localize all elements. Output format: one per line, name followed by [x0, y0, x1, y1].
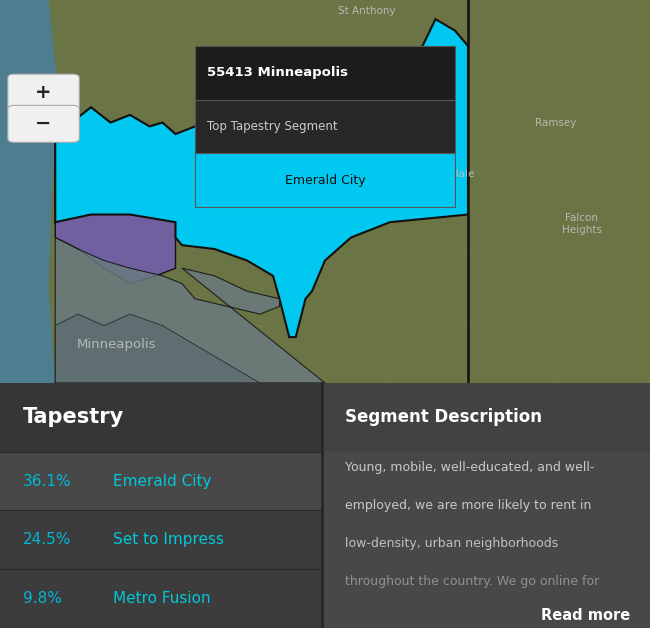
Text: Ramsey: Ramsey	[535, 117, 577, 127]
Polygon shape	[55, 107, 176, 283]
Text: Falcon: Falcon	[566, 214, 598, 224]
Text: Read more: Read more	[541, 609, 630, 623]
Text: 55413 Minneapolis: 55413 Minneapolis	[207, 67, 348, 79]
Bar	[0, 452, 322, 511]
Polygon shape	[55, 237, 325, 383]
FancyBboxPatch shape	[8, 106, 79, 143]
Text: Set to Impress: Set to Impress	[112, 533, 224, 548]
Bar	[0, 569, 322, 628]
Bar	[195, 153, 455, 207]
Polygon shape	[55, 314, 260, 383]
Polygon shape	[0, 0, 58, 383]
Text: Emerald City: Emerald City	[112, 474, 211, 489]
Bar	[322, 383, 650, 452]
Bar	[0, 383, 322, 452]
Text: employed, we are more likely to rent in: employed, we are more likely to rent in	[344, 499, 591, 512]
Text: 9.8%: 9.8%	[23, 591, 61, 606]
Text: Young, mobile, well-educated, and well-: Young, mobile, well-educated, and well-	[344, 462, 594, 475]
Text: Lauderdale: Lauderdale	[416, 170, 474, 180]
Text: Top Tapestry Segment: Top Tapestry Segment	[207, 120, 337, 133]
Text: Heights: Heights	[562, 225, 602, 235]
Text: +: +	[35, 83, 52, 102]
Text: St Anthony: St Anthony	[339, 6, 396, 16]
Text: throughout the country. We go online for: throughout the country. We go online for	[344, 575, 599, 588]
Text: −: −	[35, 114, 52, 133]
Polygon shape	[55, 19, 468, 337]
Bar	[195, 46, 455, 100]
Text: 36.1%: 36.1%	[23, 474, 71, 489]
Bar	[0, 511, 322, 569]
Text: 24.5%: 24.5%	[23, 533, 71, 548]
Text: Minneapolis: Minneapolis	[77, 338, 157, 351]
Text: Tapestry: Tapestry	[23, 408, 124, 428]
Text: Metro Fusion: Metro Fusion	[112, 591, 210, 606]
Text: low-density, urban neighborhoods: low-density, urban neighborhoods	[344, 538, 558, 550]
Text: Emerald City: Emerald City	[285, 173, 365, 187]
Text: Segment Description: Segment Description	[344, 408, 541, 426]
Bar	[195, 100, 455, 153]
FancyBboxPatch shape	[8, 74, 79, 111]
